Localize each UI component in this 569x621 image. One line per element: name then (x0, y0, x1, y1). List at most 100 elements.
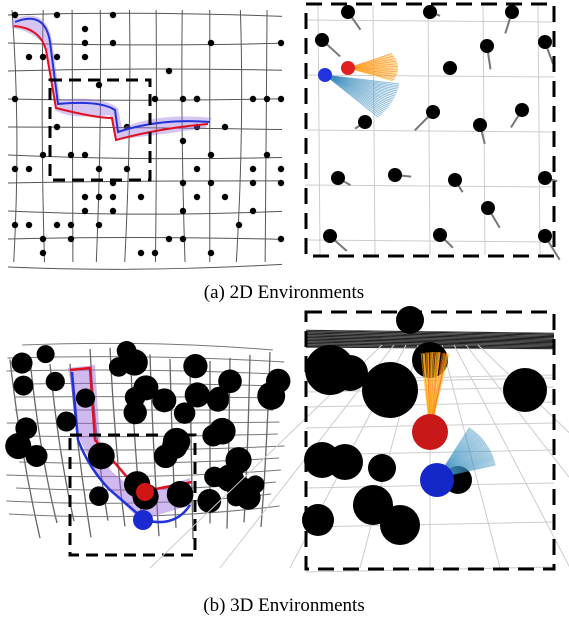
sphere (174, 402, 195, 423)
edge (8, 211, 282, 214)
edge (265, 10, 267, 262)
grid (305, 20, 555, 22)
robot-blue (318, 68, 332, 82)
node (180, 208, 186, 214)
node (278, 96, 284, 102)
grid (428, 5, 430, 255)
obstacle (388, 168, 402, 182)
caption: (b) 3D Environments (203, 595, 364, 616)
node (12, 12, 18, 18)
node (54, 124, 60, 130)
node (180, 138, 186, 144)
obstacle (538, 35, 552, 49)
sphere (167, 481, 194, 508)
node (250, 166, 256, 172)
node (54, 12, 60, 18)
sphere (257, 382, 285, 410)
edge (155, 10, 156, 262)
robot-blue (133, 510, 153, 530)
node (278, 166, 284, 172)
sphere (368, 454, 396, 482)
robot-red (136, 483, 154, 501)
sphere (121, 349, 147, 375)
node (194, 166, 200, 172)
node (68, 222, 74, 228)
edge (8, 264, 282, 269)
node (180, 96, 186, 102)
sphere (25, 445, 47, 467)
node (222, 194, 228, 200)
node (96, 166, 102, 172)
obstacle (473, 118, 487, 132)
node (54, 54, 60, 60)
node (68, 236, 74, 242)
grid (305, 185, 555, 187)
grid (305, 130, 555, 132)
node (250, 208, 256, 214)
edge (182, 10, 185, 262)
sphere (11, 353, 32, 374)
sphere (183, 354, 207, 378)
node (166, 236, 172, 242)
node (194, 96, 200, 102)
robot-red (412, 414, 448, 450)
node (250, 180, 256, 186)
node (152, 96, 158, 102)
sphere (46, 372, 65, 391)
edge (8, 238, 282, 240)
node (236, 222, 242, 228)
node (12, 96, 18, 102)
node (194, 194, 200, 200)
sphere (332, 355, 368, 391)
edge3d (7, 422, 280, 423)
obstacle (323, 229, 337, 243)
node (40, 250, 46, 256)
node (26, 166, 32, 172)
node (208, 152, 214, 158)
edge (8, 181, 282, 183)
caption: (a) 2D Environments (204, 282, 364, 303)
sphere (225, 447, 251, 473)
node (40, 54, 46, 60)
sphere (88, 443, 115, 470)
node (208, 40, 214, 46)
obstacle (433, 228, 447, 242)
obstacle (443, 61, 457, 75)
node (40, 236, 46, 242)
node (110, 12, 116, 18)
sphere (197, 489, 221, 513)
sphere (162, 433, 188, 459)
node (264, 152, 270, 158)
sphere (124, 401, 147, 424)
node (278, 236, 284, 242)
node (12, 222, 18, 228)
sphere (503, 368, 547, 412)
node (96, 194, 102, 200)
node (82, 194, 88, 200)
obstacle (538, 171, 552, 185)
obstacle (481, 201, 495, 215)
obstacle (315, 33, 329, 47)
node (54, 222, 60, 228)
sphere (209, 418, 236, 445)
figure: (a) 2D Environments (b) 3D Environments (0, 0, 569, 621)
robot-red (341, 61, 355, 75)
obstacle (480, 39, 494, 53)
node (124, 166, 130, 172)
node (96, 82, 102, 88)
sphere (152, 388, 176, 412)
obstacle (515, 103, 529, 117)
obstacle (341, 5, 355, 19)
obstacle (423, 5, 437, 19)
node (26, 222, 32, 228)
sphere (362, 362, 418, 418)
node (82, 152, 88, 158)
node (152, 250, 158, 256)
obstacle (331, 171, 345, 185)
sphere (209, 387, 230, 408)
node (96, 222, 102, 228)
node (222, 124, 228, 130)
sphere (236, 485, 261, 510)
edge3d (22, 343, 273, 350)
sphere (15, 417, 37, 439)
